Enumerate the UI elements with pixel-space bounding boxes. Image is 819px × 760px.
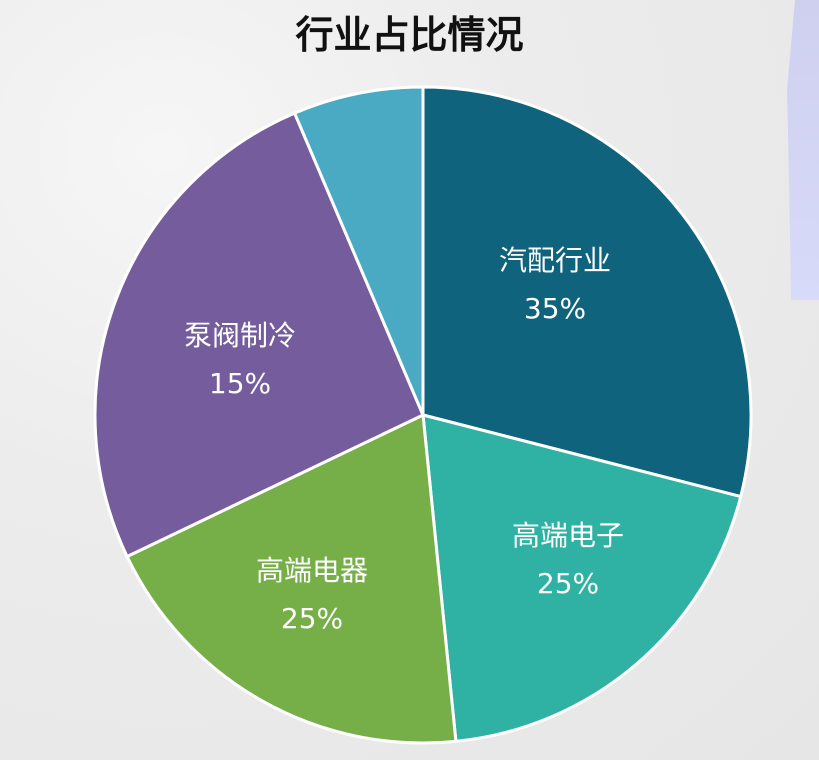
pie-slice bbox=[421, 413, 743, 743]
slice-label: 泵阀制冷 bbox=[184, 319, 296, 352]
chart-title: 行业占比情况 bbox=[295, 12, 524, 57]
pie-slice bbox=[125, 412, 458, 745]
slice-value-label: 25% bbox=[281, 602, 343, 635]
slice-value-label: 35% bbox=[524, 292, 586, 325]
pie-slice bbox=[292, 85, 425, 416]
slice-label: 高端电子 bbox=[512, 519, 624, 552]
map-sea-edge bbox=[787, 0, 819, 300]
slice-label: 高端电器 bbox=[256, 554, 368, 587]
slice-value-label: 25% bbox=[537, 567, 599, 600]
slice-value-label: 15% bbox=[209, 367, 271, 400]
pie-slice bbox=[421, 85, 753, 499]
slice-label: 汽配行业 bbox=[499, 244, 611, 277]
